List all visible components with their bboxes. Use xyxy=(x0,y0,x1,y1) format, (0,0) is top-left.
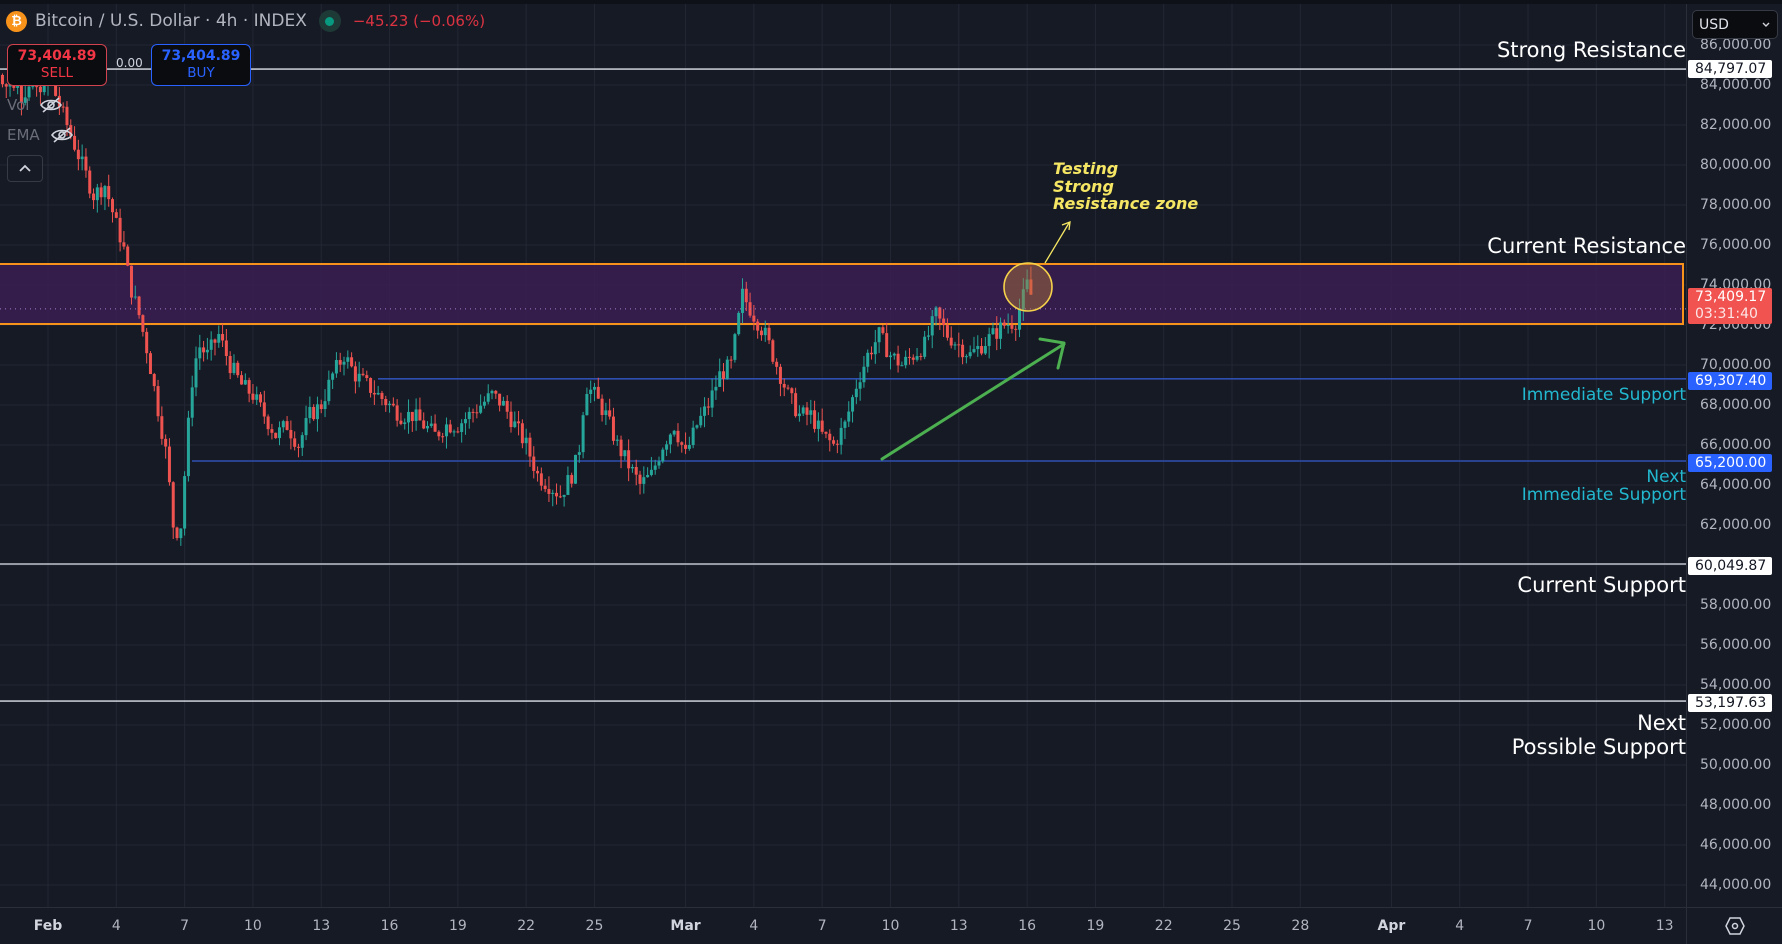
indicator-vol-label: Vol xyxy=(7,96,30,114)
indicator-vol[interactable]: Vol xyxy=(7,96,63,114)
resistance-zone xyxy=(0,263,1684,325)
chart-settings-button[interactable] xyxy=(1686,907,1782,944)
price-tick: 58,000.00 xyxy=(1700,597,1772,613)
current-price-value: 73,409.17 xyxy=(1695,289,1767,305)
time-tick: 13 xyxy=(1655,918,1674,934)
price-tick: 86,000.00 xyxy=(1700,37,1772,53)
time-tick: 13 xyxy=(949,918,968,934)
time-axis[interactable] xyxy=(0,907,1686,944)
time-tick: 4 xyxy=(1455,918,1465,934)
price-tick: 64,000.00 xyxy=(1700,477,1772,493)
chevron-down-icon xyxy=(1762,22,1770,27)
label-immediate-support: Immediate Support xyxy=(1521,385,1686,405)
trend-arrow-line xyxy=(880,342,1066,461)
time-tick: 7 xyxy=(817,918,827,934)
price-label-next-possible-support: 53,197.63 xyxy=(1688,694,1772,712)
buy-button[interactable]: 73,404.89 BUY xyxy=(151,44,251,86)
symbol-title[interactable]: Bitcoin / U.S. Dollar · 4h · INDEX xyxy=(35,11,307,31)
sell-price: 73,404.89 xyxy=(17,48,97,64)
current-price-label: 73,409.17 03:31:40 xyxy=(1688,288,1772,324)
bitcoin-icon: ₿ xyxy=(6,10,27,32)
callout-arrow-line xyxy=(1044,222,1070,264)
time-tick: 19 xyxy=(448,918,467,934)
bar-countdown: 03:31:40 xyxy=(1695,306,1758,322)
time-tick: 4 xyxy=(111,918,121,934)
settings-hexagon-icon xyxy=(1725,917,1745,935)
price-tick: 80,000.00 xyxy=(1700,157,1772,173)
time-tick: 4 xyxy=(749,918,759,934)
time-tick: 25 xyxy=(1223,918,1241,934)
window-top-strip xyxy=(0,0,1782,4)
price-tick: 84,000.00 xyxy=(1700,77,1772,93)
price-tick: 62,000.00 xyxy=(1700,517,1772,533)
time-tick: 7 xyxy=(180,918,190,934)
time-tick: 28 xyxy=(1291,918,1310,934)
price-tick: 68,000.00 xyxy=(1700,397,1772,413)
highlight-circle xyxy=(1003,262,1053,312)
symbol-legend[interactable]: ₿ Bitcoin / U.S. Dollar · 4h · INDEX −45… xyxy=(6,10,485,32)
price-label-immediate-support: 69,307.40 xyxy=(1688,372,1772,390)
candles xyxy=(0,67,1033,546)
currency-select[interactable]: USD xyxy=(1692,10,1778,39)
time-tick: 10 xyxy=(881,918,900,934)
time-tick: 22 xyxy=(517,918,536,934)
price-tick: 70,000.00 xyxy=(1700,357,1772,373)
price-tick: 82,000.00 xyxy=(1700,117,1772,133)
eye-off-icon[interactable] xyxy=(50,126,74,144)
time-tick: 7 xyxy=(1523,918,1533,934)
spread-value: 0.00 xyxy=(116,56,143,70)
label-current-resistance: Current Resistance xyxy=(1487,234,1686,258)
buy-price: 73,404.89 xyxy=(161,48,241,64)
time-tick: 19 xyxy=(1086,918,1105,934)
time-tick: Feb xyxy=(33,918,63,934)
currency-value: USD xyxy=(1699,16,1729,33)
market-status-indicator xyxy=(318,10,341,32)
price-label-strong-resistance: 84,797.07 xyxy=(1688,60,1772,78)
price-tick: 66,000.00 xyxy=(1700,437,1772,453)
indicator-ema-label: EMA xyxy=(7,126,40,144)
chart-pane[interactable] xyxy=(0,4,1686,907)
callout-arrowhead-icon xyxy=(1061,221,1071,231)
label-next-immediate-support: Next Immediate Support xyxy=(1521,467,1686,505)
price-tick: 54,000.00 xyxy=(1700,677,1772,693)
price-label-next-immediate-support: 65,200.00 xyxy=(1688,454,1772,472)
time-tick: 22 xyxy=(1154,918,1173,934)
eye-off-icon[interactable] xyxy=(39,96,63,114)
label-next-possible-support: Next Possible Support xyxy=(1511,711,1686,759)
price-tick: 76,000.00 xyxy=(1700,237,1772,253)
time-tick: 10 xyxy=(1587,918,1606,934)
label-strong-resistance: Strong Resistance xyxy=(1496,38,1686,62)
market-open-dot-icon xyxy=(325,16,335,26)
annotation-testing-resistance[interactable]: Testing Strong Resistance zone xyxy=(1053,159,1199,213)
price-change: −45.23 (−0.06%) xyxy=(352,12,486,30)
price-tick: 52,000.00 xyxy=(1700,717,1772,733)
time-tick: Apr xyxy=(1377,918,1406,934)
price-label-current-support: 60,049.87 xyxy=(1688,557,1772,575)
sell-button[interactable]: 73,404.89 SELL xyxy=(7,44,107,86)
price-tick: 46,000.00 xyxy=(1700,837,1772,853)
price-tick: 44,000.00 xyxy=(1700,877,1772,893)
time-tick: 13 xyxy=(312,918,331,934)
buy-label: BUY xyxy=(187,65,215,81)
price-tick: 78,000.00 xyxy=(1700,197,1772,213)
price-tick: 56,000.00 xyxy=(1700,637,1772,653)
label-current-support: Current Support xyxy=(1517,573,1686,597)
sell-label: SELL xyxy=(40,65,74,81)
time-tick: Mar xyxy=(670,918,701,934)
time-tick: 25 xyxy=(585,918,604,934)
price-tick: 50,000.00 xyxy=(1700,757,1772,773)
indicator-ema[interactable]: EMA xyxy=(7,126,74,144)
price-tick: 48,000.00 xyxy=(1700,797,1772,813)
time-tick: 10 xyxy=(244,918,262,934)
time-tick: 16 xyxy=(1018,918,1037,934)
time-tick: 16 xyxy=(380,918,399,934)
trend-arrowhead-icon xyxy=(1038,337,1066,370)
chevron-up-icon xyxy=(19,164,31,172)
collapse-legend-button[interactable] xyxy=(7,155,43,182)
chart-canvas[interactable] xyxy=(0,4,1686,907)
